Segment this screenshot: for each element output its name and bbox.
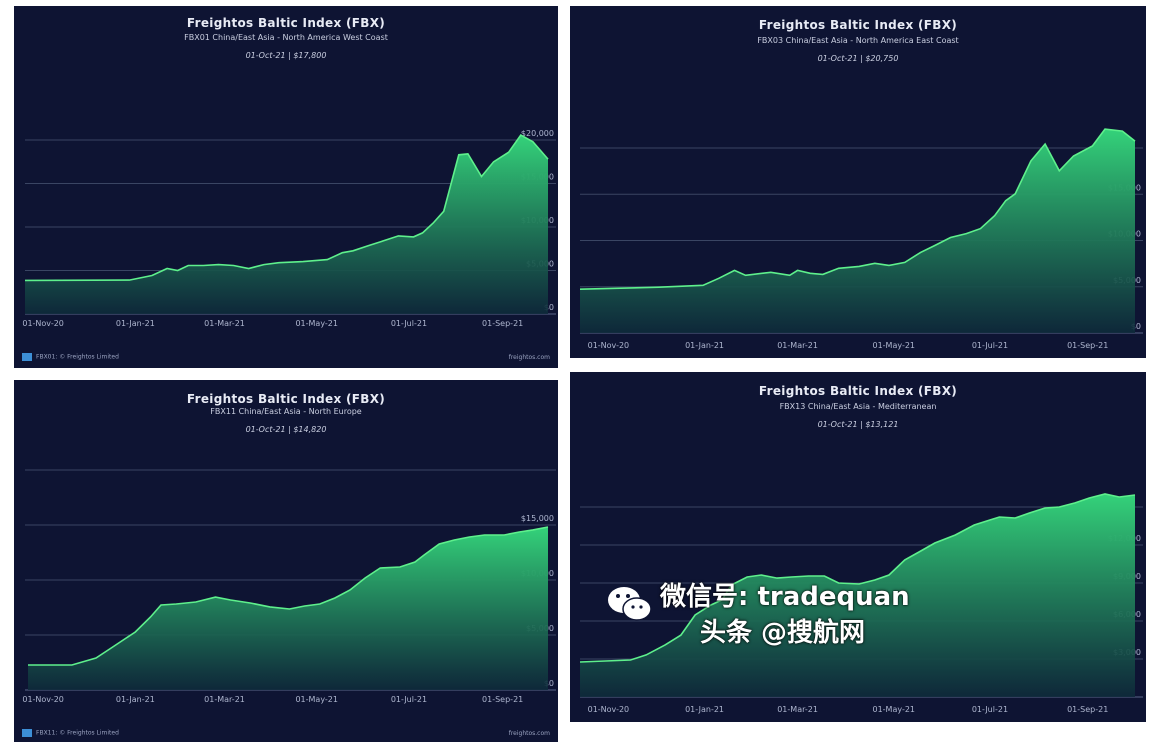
chart-svg: $0$5,000$10,000$15,00001-Nov-2001-Jan-21… [579, 128, 1143, 350]
series-line [579, 128, 1136, 290]
x-tick-label: 01-May-21 [872, 341, 915, 350]
x-tick-label: 01-Mar-21 [777, 705, 818, 714]
footer-source: freightos.com [508, 729, 550, 737]
x-tick-label: 01-Jul-21 [972, 705, 1008, 714]
x-tick-label: 01-Mar-21 [204, 695, 245, 704]
x-tick-label: 01-Jan-21 [116, 319, 155, 328]
x-tick-label: 01-May-21 [295, 695, 338, 704]
y-tick-label: $20,000 [521, 129, 554, 138]
freightos-logo-icon [22, 729, 32, 737]
chart-panel-fbx13: Freightos Baltic Index (FBX) FBX13 China… [570, 372, 1146, 722]
x-tick-label: 01-Sep-21 [482, 695, 523, 704]
chart-value-label: 01-Oct-21 | $14,820 [245, 425, 327, 434]
x-tick-label: 01-Nov-20 [588, 705, 630, 714]
chart-panel-fbx11: Freightos Baltic Index (FBX) FBX11 China… [14, 380, 558, 742]
chart-title: Freightos Baltic Index (FBX) [758, 384, 958, 398]
chart-panel-fbx03: Freightos Baltic Index (FBX) FBX03 China… [570, 6, 1146, 358]
chart-svg: $0$5,000$10,000$15,00001-Nov-2001-Jan-21… [22, 469, 556, 704]
freightos-logo-icon [22, 353, 32, 361]
series-line [24, 133, 549, 282]
chart-subtitle: FBX03 China/East Asia - North America Ea… [757, 36, 959, 45]
x-tick-label: 01-Jan-21 [685, 705, 724, 714]
chart-title: Freightos Baltic Index (FBX) [186, 16, 386, 30]
chart-svg: $0$5,000$10,000$15,000$20,00001-Nov-2001… [22, 129, 556, 328]
chart-subtitle: FBX01 China/East Asia - North America We… [184, 33, 388, 42]
y-tick-label: $0 [544, 303, 554, 312]
chart-panel-fbx01: Freightos Baltic Index (FBX) FBX01 China… [14, 6, 558, 368]
x-tick-label: 01-Nov-20 [588, 341, 630, 350]
y-tick-label: $0 [544, 679, 554, 688]
y-tick-label: $15,000 [521, 514, 554, 523]
chart-subtitle: FBX11 China/East Asia - North Europe [210, 407, 362, 416]
x-tick-label: 01-May-21 [872, 705, 915, 714]
x-tick-label: 01-Sep-21 [1067, 341, 1108, 350]
x-tick-label: 01-Jul-21 [391, 695, 427, 704]
chart-subtitle: FBX13 China/East Asia - Mediterranean [779, 402, 937, 411]
chart-value-label: 01-Oct-21 | $20,750 [817, 54, 899, 63]
chart-svg: $3,000$6,000$9,000$12,00001-Nov-2001-Jan… [579, 493, 1143, 714]
series-line [579, 493, 1136, 663]
chart-title: Freightos Baltic Index (FBX) [186, 392, 386, 406]
wechat-logo-icon [608, 587, 652, 621]
chart-footer: FBX11: © Freightos Limited freightos.com [22, 729, 550, 737]
x-tick-label: 01-Mar-21 [204, 319, 245, 328]
x-tick-label: 01-Mar-21 [777, 341, 818, 350]
x-tick-label: 01-May-21 [295, 319, 338, 328]
area-fill [580, 129, 1135, 333]
watermark-toutiao: 头条 @搜航网 [700, 618, 866, 648]
footer-source: freightos.com [508, 353, 550, 361]
y-tick-label: $0 [1131, 322, 1141, 331]
x-tick-label: 01-Jan-21 [116, 695, 155, 704]
area-fill [580, 494, 1135, 697]
chart-value-label: 01-Oct-21 | $13,121 [817, 420, 899, 429]
chart-footer: FBX01: © Freightos Limited freightos.com [22, 353, 550, 361]
x-tick-label: 01-Nov-20 [22, 695, 64, 704]
watermark-wechat: 微信号: tradequan [660, 582, 910, 612]
footer-text: FBX01: © Freightos Limited [36, 353, 119, 361]
x-tick-label: 01-Jul-21 [391, 319, 427, 328]
chart-title: Freightos Baltic Index (FBX) [758, 18, 958, 32]
series-line [28, 526, 549, 666]
x-tick-label: 01-Jul-21 [972, 341, 1008, 350]
footer-text: FBX11: © Freightos Limited [36, 729, 119, 737]
chart-value-label: 01-Oct-21 | $17,800 [245, 51, 327, 60]
x-tick-label: 01-Sep-21 [1067, 705, 1108, 714]
x-tick-label: 01-Nov-20 [22, 319, 64, 328]
x-tick-label: 01-Jan-21 [685, 341, 724, 350]
area-fill [28, 527, 548, 690]
x-tick-label: 01-Sep-21 [482, 319, 523, 328]
area-fill [25, 135, 548, 314]
